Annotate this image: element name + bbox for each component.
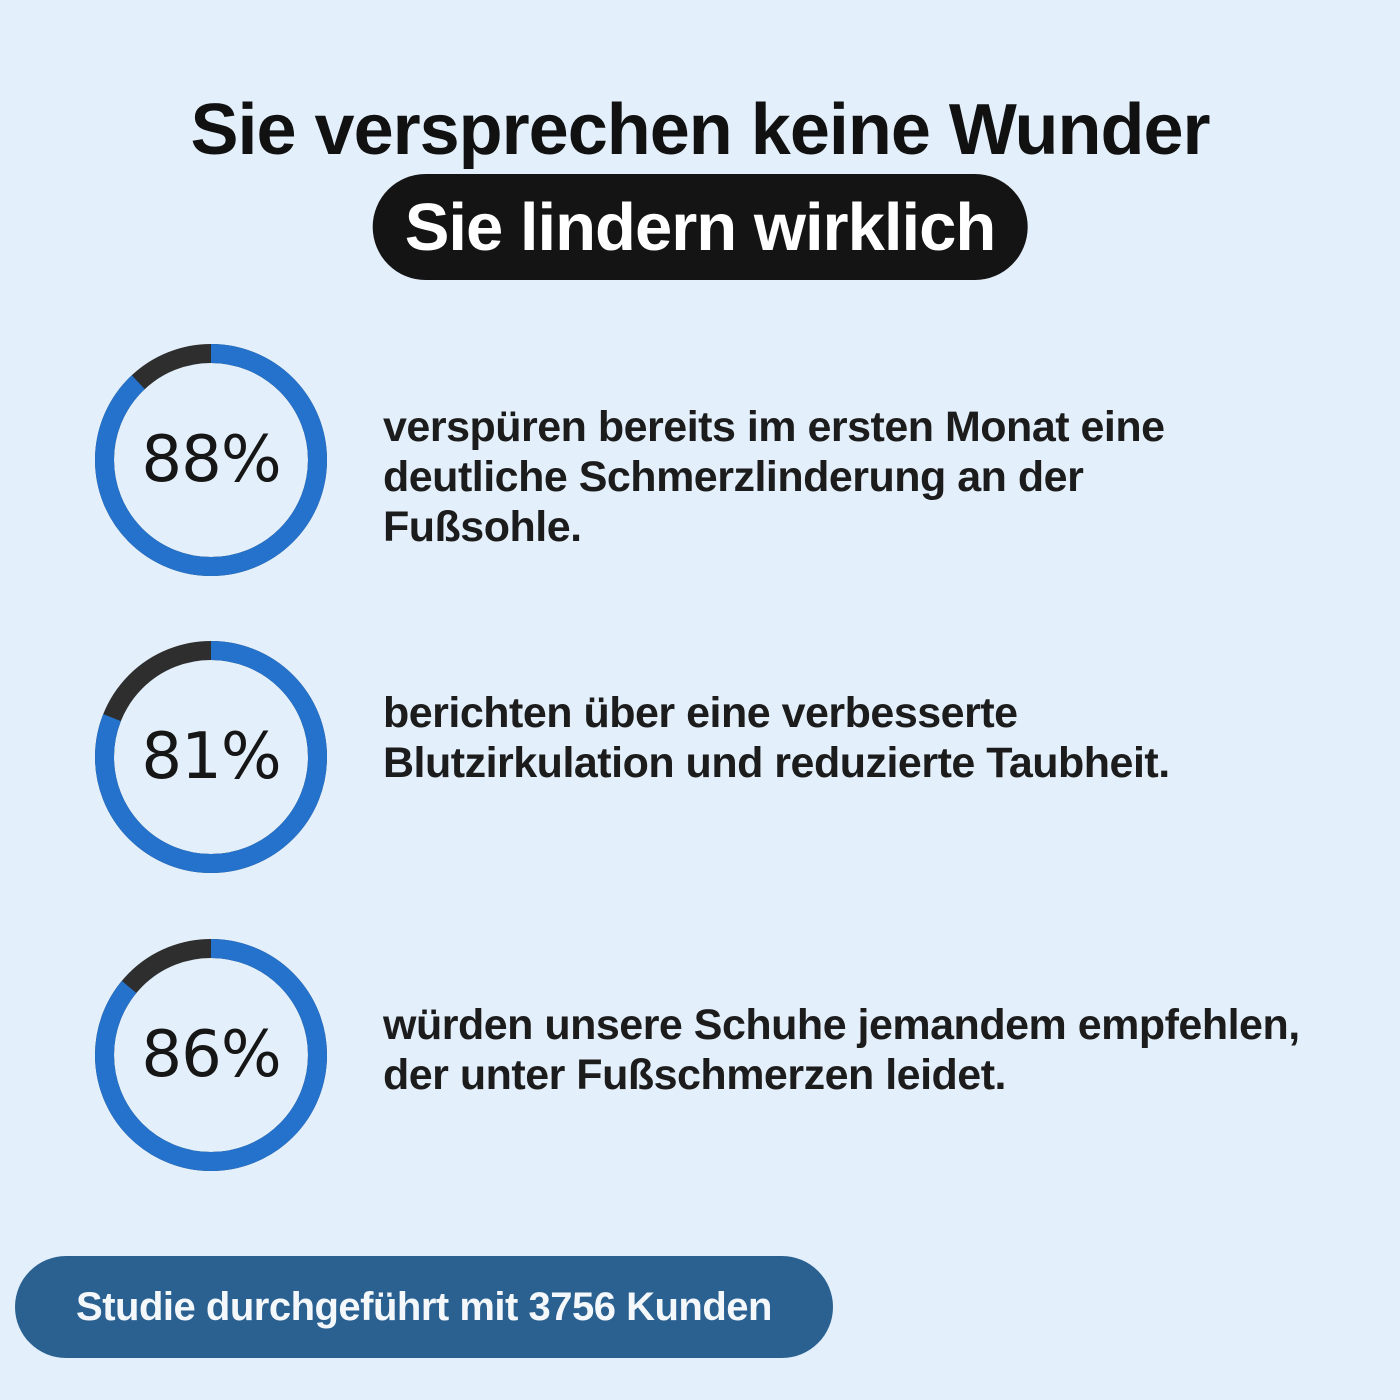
donut-chart-3: 86% [95, 939, 327, 1171]
stat-description-2: berichten über eine verbesserte Blutzirk… [383, 689, 1170, 787]
stat-description-3: würden unsere Schuhe jemandem empfehlen,… [383, 1001, 1300, 1099]
stat-description-1: verspüren bereits im ersten Monat eine d… [383, 403, 1165, 551]
donut-chart-2-svg [95, 641, 327, 873]
headline-badge-label: Sie lindern wirklich [404, 189, 997, 265]
headline-badge: Sie lindern wirklich [372, 174, 1028, 280]
page-title: Sie versprechen keine Wunder [190, 90, 1210, 170]
donut-chart-3-percent-label: 86% [141, 1018, 281, 1092]
donut-chart-1-percent-label: 88% [141, 423, 281, 497]
study-badge-label: Studie durchgeführt mit 3756 Kunden [76, 1284, 772, 1329]
donut-chart-3-svg [95, 939, 327, 1171]
study-badge: Studie durchgeführt mit 3756 Kunden [15, 1256, 833, 1358]
donut-chart-1-svg [95, 344, 327, 576]
donut-chart-2: 81% [95, 641, 327, 873]
donut-chart-2-percent-label: 81% [141, 720, 281, 794]
donut-chart-1: 88% [95, 344, 327, 576]
